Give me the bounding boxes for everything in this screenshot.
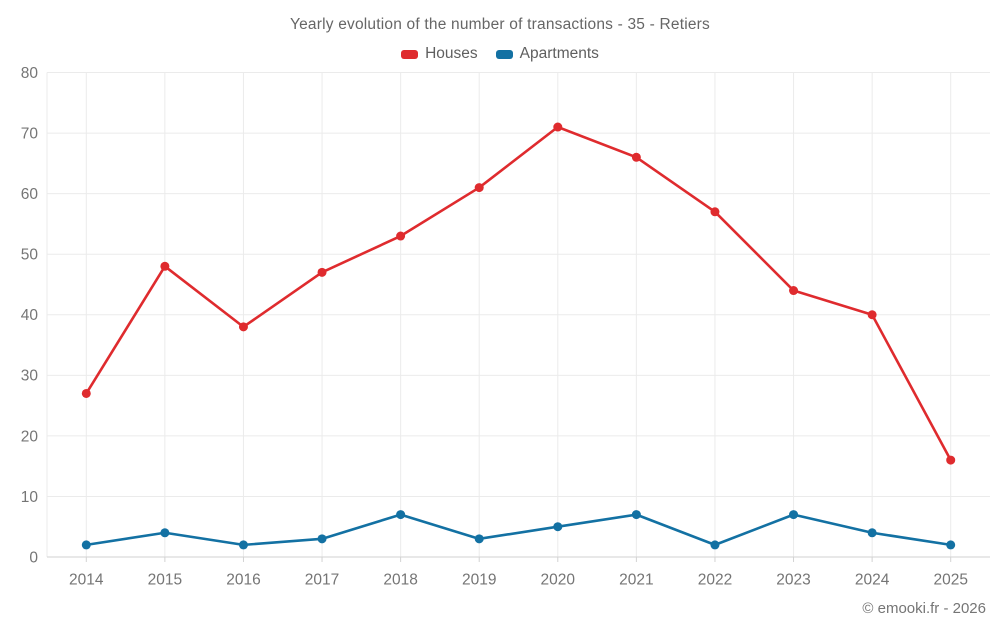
houses-line xyxy=(84,125,953,462)
apartments-point-2017[interactable] xyxy=(317,534,327,544)
x-tick-label: 2016 xyxy=(226,571,260,588)
x-tick-label: 2024 xyxy=(855,571,890,588)
y-tick-label: 70 xyxy=(21,125,39,142)
copyright-footer: © emooki.fr - 2026 xyxy=(862,600,986,617)
chart-legend: Houses Apartments xyxy=(0,45,1000,63)
x-axis-labels: 2014 2015 2016 2017 2018 2019 2020 2021 2022 2023… xyxy=(69,571,968,588)
houses-point-2016[interactable] xyxy=(238,322,248,332)
y-tick-label: 20 xyxy=(21,428,39,445)
apartments-line xyxy=(84,513,953,547)
y-tick-label: 0 xyxy=(29,549,38,566)
x-tick-label: 2021 xyxy=(619,571,653,588)
gridlines xyxy=(46,72,990,557)
x-tick-label: 2014 xyxy=(69,571,104,588)
y-tick-label: 30 xyxy=(21,368,39,385)
houses-point-2015[interactable] xyxy=(160,261,170,271)
x-tick-label: 2015 xyxy=(148,571,182,588)
apartments-swatch-icon xyxy=(495,49,513,59)
houses-point-2023[interactable] xyxy=(789,286,799,296)
houses-point-2024[interactable] xyxy=(867,310,877,320)
series-houses xyxy=(81,122,956,465)
y-tick-label: 40 xyxy=(21,307,39,324)
houses-point-2019[interactable] xyxy=(474,183,484,193)
houses-point-2017[interactable] xyxy=(317,267,327,277)
houses-point-2025[interactable] xyxy=(946,455,956,465)
apartments-point-2020[interactable] xyxy=(553,522,563,532)
apartments-point-2023[interactable] xyxy=(789,510,799,520)
x-tick-label: 2025 xyxy=(933,571,967,588)
houses-point-2014[interactable] xyxy=(81,388,91,398)
apartments-point-2014[interactable] xyxy=(81,540,91,550)
legend-item-apartments[interactable]: Apartments xyxy=(495,45,599,63)
apartments-point-2021[interactable] xyxy=(631,510,641,520)
houses-point-2020[interactable] xyxy=(553,122,563,132)
x-tick-label: 2017 xyxy=(305,571,339,588)
y-axis-labels: 0 10 20 30 40 50 60 70 80 xyxy=(21,65,39,566)
houses-point-2018[interactable] xyxy=(396,231,406,241)
chart-title: Yearly evolution of the number of transa… xyxy=(289,16,710,33)
apartments-point-2015[interactable] xyxy=(160,528,170,538)
x-axis xyxy=(47,556,990,562)
apartments-point-2024[interactable] xyxy=(867,528,877,538)
x-tick-label: 2023 xyxy=(776,571,810,588)
x-tick-label: 2018 xyxy=(383,571,417,588)
series-apartments xyxy=(81,510,956,550)
legend-item-houses[interactable]: Houses xyxy=(401,45,478,63)
apartments-point-2022[interactable] xyxy=(710,540,720,550)
y-tick-label: 50 xyxy=(21,247,39,264)
houses-point-2022[interactable] xyxy=(710,207,720,217)
y-tick-label: 80 xyxy=(21,65,39,82)
x-tick-label: 2020 xyxy=(541,571,576,588)
y-tick-label: 60 xyxy=(21,186,39,203)
y-tick-label: 10 xyxy=(21,489,39,506)
x-tick-label: 2019 xyxy=(462,571,496,588)
x-tick-label: 2022 xyxy=(698,571,732,588)
apartments-point-2025[interactable] xyxy=(946,540,956,550)
houses-swatch-icon xyxy=(401,49,419,59)
apartments-point-2016[interactable] xyxy=(238,540,248,550)
apartments-point-2019[interactable] xyxy=(474,534,484,544)
apartments-point-2018[interactable] xyxy=(396,510,406,520)
legend-label-apartments: Apartments xyxy=(519,45,599,62)
houses-point-2021[interactable] xyxy=(631,152,641,162)
legend-label-houses: Houses xyxy=(425,45,478,62)
